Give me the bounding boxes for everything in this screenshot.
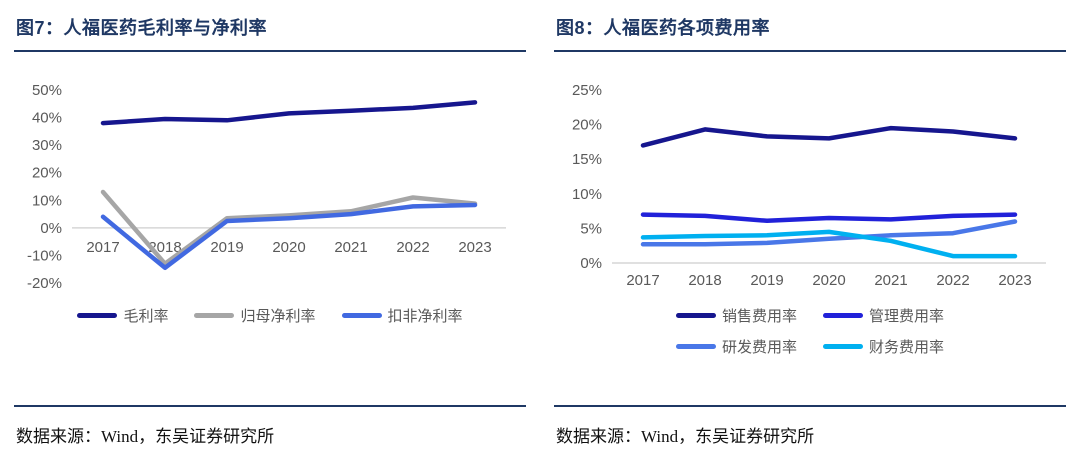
y-tick-label: 10%	[32, 192, 62, 209]
y-tick-label: 25%	[572, 82, 602, 99]
y-tick-label: 0%	[580, 255, 602, 272]
y-axis-labels: 25% 20% 15% 10% 5% 0%	[572, 82, 602, 272]
series-line-1	[100, 189, 478, 266]
legend-label: 销售费用率	[721, 308, 797, 325]
legend-item: 扣非净利率	[341, 305, 463, 326]
y-tick-label: 20%	[32, 165, 62, 182]
legend-line-swatch	[823, 344, 863, 349]
figure-8-title: 图8：人福医药各项费用率	[554, 0, 1066, 52]
x-tick-label: 2019	[750, 272, 783, 289]
figure-7-chart-svg: 50%40%30%20%10%0%-10%-20%2017 2018 2019 202…	[27, 82, 506, 292]
x-tick-label: 2021	[334, 239, 367, 256]
y-tick-label: 50%	[32, 82, 62, 99]
figure-7-legend: 毛利率 归母净利率 扣非净利率	[14, 305, 526, 326]
y-tick-label: 10%	[572, 186, 602, 203]
y-tick-label: -20%	[27, 275, 62, 292]
y-axis-labels: 50% 40% 30% 20% 10% 0% -10% -20%	[27, 82, 62, 292]
y-tick-label: 0%	[40, 220, 62, 237]
y-tick-label: -10%	[27, 247, 62, 264]
figure-8-line-chart: 25% 20% 15% 10% 5% 0% 2017 2018 2019 2020 2021 2022…	[554, 78, 1066, 293]
x-tick-label: 2017	[86, 239, 119, 256]
legend-item: 管理费用率	[823, 305, 944, 326]
legend-line-swatch	[675, 313, 716, 318]
figure-8-chart-svg: 25% 20% 15% 10% 5% 0% 2017 2018 2019 2020 2021 2022…	[572, 82, 1046, 289]
figure-8-legend: 销售费用率 管理费用率研发费用率 财务费用率	[554, 305, 1066, 357]
y-tick-label: 20%	[572, 117, 602, 134]
series-line-0	[640, 125, 1018, 148]
legend-label: 归母净利率	[240, 308, 316, 325]
x-tick-label: 2020	[272, 239, 305, 256]
figure-8-source-note: 数据来源：Wind，东吴证券研究所	[554, 405, 1066, 459]
legend-line-swatch	[675, 344, 716, 349]
figure-7-source-note: 数据来源：Wind，东吴证券研究所	[14, 405, 526, 459]
legend-line-swatch	[341, 313, 382, 318]
x-tick-label: 2017	[626, 272, 659, 289]
legend-item: 研发费用率	[675, 336, 797, 357]
legend-line-swatch	[823, 313, 863, 318]
legend-label: 毛利率	[123, 308, 169, 325]
legend-label: 财务费用率	[869, 339, 945, 356]
y-tick-label: 5%	[580, 220, 602, 237]
x-tick-label: 2019	[210, 239, 243, 256]
figure-7-title: 图7：人福医药毛利率与净利率	[14, 0, 526, 52]
figure-7: 图7：人福医药毛利率与净利率 50% 40% 30% 20% 10% 0% -10% -20%…	[14, 0, 526, 459]
figure-8: 图8：人福医药各项费用率 25% 20% 15% 10% 5% 0% 2017 2018 201…	[540, 0, 1080, 459]
legend-item: 毛利率	[77, 305, 168, 326]
series-line-1	[640, 212, 1018, 224]
series-line-3	[640, 229, 1018, 259]
x-tick-label: 2023	[458, 239, 491, 256]
x-tick-label: 2021	[874, 272, 907, 289]
legend-item: 归母净利率	[194, 305, 316, 326]
legend-label: 研发费用率	[721, 339, 797, 356]
x-axis-labels: 2017 2018 2019 2020 2021 2022 2023	[86, 239, 491, 256]
series-line-2	[100, 202, 478, 271]
legend-label: 管理费用率	[869, 308, 945, 325]
series-line-0	[100, 100, 478, 126]
legend-item: 销售费用率	[675, 305, 797, 326]
x-tick-label: 2023	[998, 272, 1031, 289]
legend-item: 财务费用率	[823, 336, 944, 357]
y-tick-label: 15%	[572, 151, 602, 168]
x-tick-label: 2022	[936, 272, 969, 289]
y-tick-label: 30%	[32, 137, 62, 154]
legend-line-swatch	[194, 313, 235, 318]
x-tick-label: 2018	[688, 272, 721, 289]
y-tick-label: 40%	[32, 110, 62, 127]
figure-7-line-chart: 50% 40% 30% 20% 10% 0% -10% -20% 2017 2018 2019 202…	[14, 78, 526, 293]
legend-line-swatch	[77, 313, 118, 318]
series-line-2	[640, 219, 1018, 247]
x-tick-label: 2022	[396, 239, 429, 256]
x-tick-label: 2020	[812, 272, 845, 289]
legend-label: 扣非净利率	[387, 308, 463, 325]
x-axis-labels: 2017 2018 2019 2020 2021 2022 2023	[626, 272, 1031, 289]
